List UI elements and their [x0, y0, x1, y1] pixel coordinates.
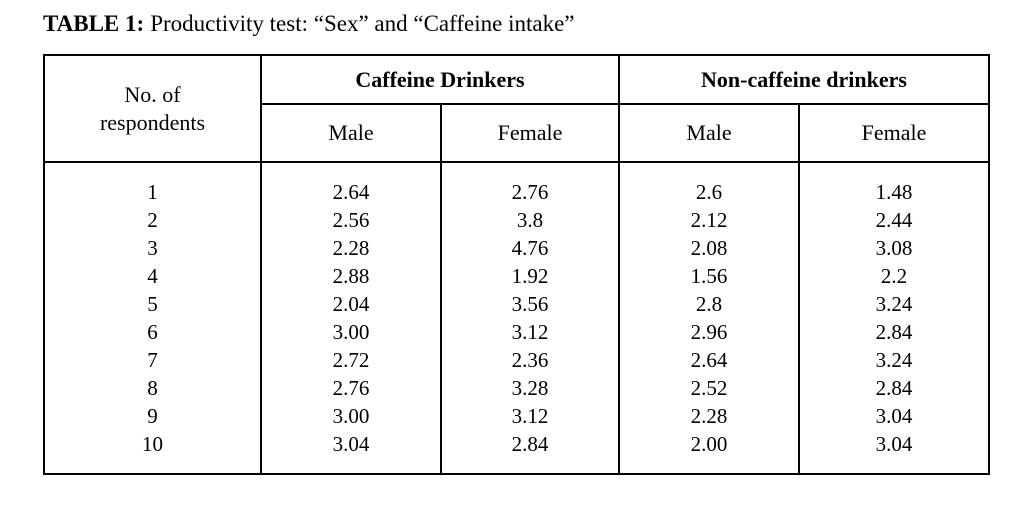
cell-noncaffeine-female: 2.2 — [797, 262, 991, 290]
cell-respondent-no: 1 — [43, 162, 262, 206]
cell-caffeine-male: 3.00 — [260, 402, 442, 430]
cell-caffeine-female: 3.8 — [440, 206, 620, 234]
cell-noncaffeine-female: 3.24 — [797, 346, 991, 374]
cell-caffeine-female: 2.76 — [440, 162, 620, 206]
cell-noncaffeine-male: 2.52 — [618, 374, 800, 402]
table-row: 2 2.56 3.8 2.12 2.44 — [43, 206, 991, 234]
cell-respondent-no: 5 — [43, 290, 262, 318]
table-caption: TABLE 1: Productivity test: “Sex” and “Ca… — [43, 11, 1032, 37]
table-caption-label: TABLE 1: — [43, 11, 145, 36]
cell-caffeine-female: 3.28 — [440, 374, 620, 402]
cell-noncaffeine-female: 3.08 — [797, 234, 991, 262]
cell-noncaffeine-female: 3.24 — [797, 290, 991, 318]
cell-noncaffeine-male: 2.6 — [618, 162, 800, 206]
cell-noncaffeine-male: 2.96 — [618, 318, 800, 346]
cell-caffeine-male: 2.28 — [260, 234, 442, 262]
cell-respondent-no: 7 — [43, 346, 262, 374]
table-row: 4 2.88 1.92 1.56 2.2 — [43, 262, 991, 290]
cell-noncaffeine-male: 2.00 — [618, 430, 800, 474]
cell-caffeine-female: 1.92 — [440, 262, 620, 290]
cell-caffeine-male: 3.04 — [260, 430, 442, 474]
header-no-of-respondents-line2: respondents — [99, 109, 206, 135]
cell-caffeine-female: 3.12 — [440, 318, 620, 346]
table-row: 8 2.76 3.28 2.52 2.84 — [43, 374, 991, 402]
table-body: 1 2.64 2.76 2.6 1.48 2 2.56 3.8 2.12 2.4… — [43, 162, 991, 474]
cell-noncaffeine-female: 3.04 — [797, 430, 991, 474]
cell-caffeine-female: 2.36 — [440, 346, 620, 374]
cell-noncaffeine-female: 1.48 — [797, 162, 991, 206]
cell-respondent-no: 8 — [43, 374, 262, 402]
header-noncaffeine-female: Female — [797, 103, 991, 163]
header-sub-row: Male Female Male Female — [44, 103, 991, 163]
cell-caffeine-male: 2.04 — [260, 290, 442, 318]
cell-respondent-no: 6 — [43, 318, 262, 346]
cell-noncaffeine-male: 2.64 — [618, 346, 800, 374]
header-caffeine-drinkers: Caffeine Drinkers — [260, 54, 620, 105]
cell-respondent-no: 2 — [43, 206, 262, 234]
cell-noncaffeine-male: 2.08 — [618, 234, 800, 262]
cell-caffeine-female: 3.12 — [440, 402, 620, 430]
table-row: 6 3.00 3.12 2.96 2.84 — [43, 318, 991, 346]
productivity-table: No. of respondents Caffeine Drinkers Non… — [43, 54, 991, 475]
table-row: 10 3.04 2.84 2.00 3.04 — [43, 430, 991, 474]
cell-noncaffeine-male: 2.28 — [618, 402, 800, 430]
table-header: No. of respondents Caffeine Drinkers Non… — [43, 54, 991, 163]
cell-caffeine-male: 3.00 — [260, 318, 442, 346]
table-row: 5 2.04 3.56 2.8 3.24 — [43, 290, 991, 318]
cell-respondent-no: 3 — [43, 234, 262, 262]
cell-noncaffeine-female: 2.84 — [797, 318, 991, 346]
table-row: 7 2.72 2.36 2.64 3.24 — [43, 346, 991, 374]
table-caption-text: Productivity test: “Sex” and “Caffeine i… — [150, 11, 575, 36]
cell-noncaffeine-male: 1.56 — [618, 262, 800, 290]
header-caffeine-female: Female — [440, 103, 620, 163]
cell-caffeine-male: 2.76 — [260, 374, 442, 402]
header-no-of-respondents: No. of respondents — [43, 54, 262, 163]
cell-caffeine-male: 2.88 — [260, 262, 442, 290]
cell-noncaffeine-female: 2.84 — [797, 374, 991, 402]
cell-caffeine-male: 2.64 — [260, 162, 442, 206]
cell-caffeine-female: 2.84 — [440, 430, 620, 474]
cell-noncaffeine-male: 2.8 — [618, 290, 800, 318]
cell-respondent-no: 4 — [43, 262, 262, 290]
table-row: 1 2.64 2.76 2.6 1.48 — [43, 162, 991, 206]
cell-caffeine-female: 3.56 — [440, 290, 620, 318]
header-non-caffeine-drinkers: Non-caffeine drinkers — [617, 54, 991, 105]
cell-noncaffeine-female: 3.04 — [797, 402, 991, 430]
header-no-of-respondents-line1: No. of — [124, 81, 181, 107]
cell-noncaffeine-female: 2.44 — [797, 206, 991, 234]
cell-noncaffeine-male: 2.12 — [618, 206, 800, 234]
cell-respondent-no: 9 — [43, 402, 262, 430]
cell-caffeine-male: 2.56 — [260, 206, 442, 234]
table-row: 3 2.28 4.76 2.08 3.08 — [43, 234, 991, 262]
cell-respondent-no: 10 — [43, 430, 262, 474]
table-row: 9 3.00 3.12 2.28 3.04 — [43, 402, 991, 430]
header-caffeine-male: Male — [260, 103, 442, 163]
cell-caffeine-male: 2.72 — [260, 346, 442, 374]
header-group-row: No. of respondents Caffeine Drinkers Non… — [43, 54, 991, 163]
cell-caffeine-female: 4.76 — [440, 234, 620, 262]
header-noncaffeine-male: Male — [618, 103, 800, 163]
page: TABLE 1: Productivity test: “Sex” and “Ca… — [43, 11, 1032, 475]
